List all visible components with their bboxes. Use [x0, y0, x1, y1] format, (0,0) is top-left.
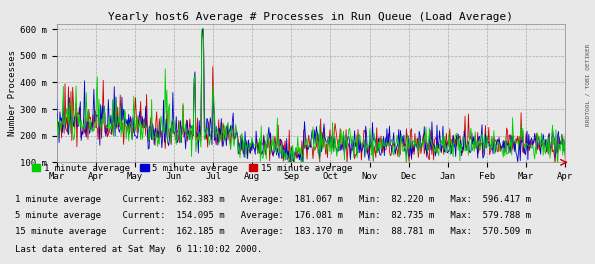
Legend: 1 minute average, 5 minute average, 15 minute average: 1 minute average, 5 minute average, 15 m… — [29, 160, 356, 176]
Title: Yearly host6 Average # Processes in Run Queue (Load Average): Yearly host6 Average # Processes in Run … — [108, 12, 513, 22]
Text: 15 minute average   Current:  162.185 m   Average:  183.170 m   Min:  88.781 m  : 15 minute average Current: 162.185 m Ave… — [15, 227, 531, 235]
Text: 5 minute average    Current:  154.095 m   Average:  176.081 m   Min:  82.735 m  : 5 minute average Current: 154.095 m Aver… — [15, 211, 531, 220]
Text: RRDTOOL / TOBI OETIKER: RRDTOOL / TOBI OETIKER — [585, 43, 590, 126]
Text: Last data entered at Sat May  6 11:10:02 2000.: Last data entered at Sat May 6 11:10:02 … — [15, 245, 262, 254]
Y-axis label: Number Processes: Number Processes — [8, 50, 17, 136]
Text: 1 minute average    Current:  162.383 m   Average:  181.067 m   Min:  82.220 m  : 1 minute average Current: 162.383 m Aver… — [15, 195, 531, 204]
